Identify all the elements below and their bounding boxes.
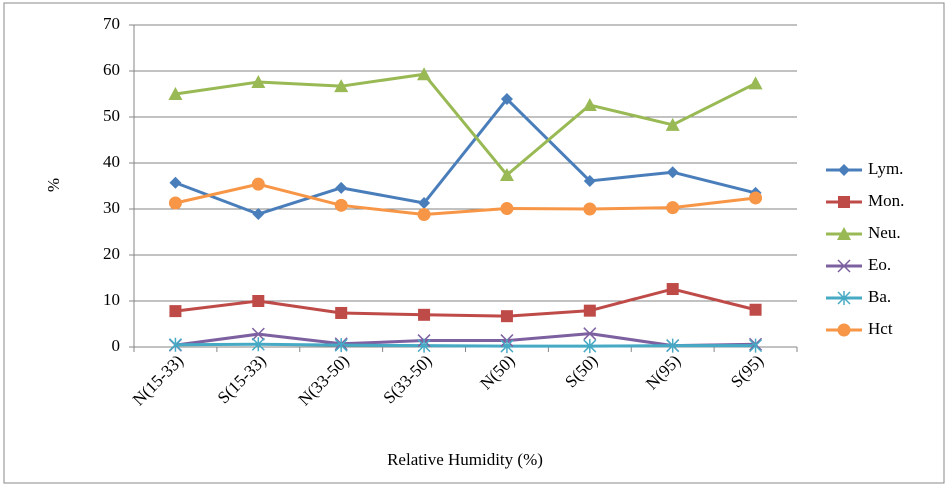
data-point xyxy=(583,339,597,354)
data-point xyxy=(335,181,348,194)
data-point xyxy=(666,283,679,296)
legend-label: Ba. xyxy=(868,287,891,306)
y-tick-label: 0 xyxy=(112,336,121,355)
data-point xyxy=(583,327,597,341)
data-point xyxy=(583,304,596,317)
legend-marker xyxy=(837,291,851,305)
data-point xyxy=(665,117,680,131)
y-tick-label: 20 xyxy=(103,244,120,263)
y-axis-label: % xyxy=(44,178,63,192)
data-point xyxy=(251,75,266,89)
data-point xyxy=(417,67,432,81)
data-point xyxy=(334,198,348,212)
x-axis-label: Relative Humidity (%) xyxy=(387,450,543,469)
data-point xyxy=(500,202,514,216)
data-point xyxy=(500,93,513,106)
data-point xyxy=(666,201,680,215)
data-point xyxy=(335,306,348,319)
legend-marker xyxy=(838,196,850,208)
series-line xyxy=(175,342,756,348)
legend-label: Mon. xyxy=(868,191,904,210)
data-point xyxy=(749,338,763,353)
data-point xyxy=(666,338,680,353)
data-point xyxy=(252,208,265,221)
series-line xyxy=(174,97,756,216)
data-point xyxy=(500,310,513,323)
data-point xyxy=(334,79,349,93)
y-tick-label: 40 xyxy=(103,152,120,171)
data-point xyxy=(334,338,348,353)
data-point xyxy=(500,339,514,354)
series-line xyxy=(175,332,756,348)
legend-label: Lym. xyxy=(868,159,903,178)
legend-label: Eo. xyxy=(868,255,891,274)
data-point xyxy=(748,76,763,90)
y-tick-label: 60 xyxy=(103,60,120,79)
y-tick-label: 70 xyxy=(103,14,120,33)
data-point xyxy=(417,208,431,222)
data-point xyxy=(749,191,763,205)
data-point xyxy=(417,338,431,353)
data-point xyxy=(418,197,431,210)
data-point xyxy=(666,166,679,179)
data-point xyxy=(169,176,182,189)
data-point xyxy=(168,196,182,210)
data-point xyxy=(168,87,183,100)
data-point xyxy=(749,303,762,316)
series-line xyxy=(175,182,756,217)
series-line xyxy=(175,287,756,318)
legend-marker xyxy=(837,227,851,240)
data-point xyxy=(251,177,265,191)
data-point xyxy=(252,295,265,307)
data-point xyxy=(418,308,431,321)
y-tick-label: 10 xyxy=(103,290,120,309)
legend-label: Hct xyxy=(868,319,893,338)
data-point xyxy=(251,327,265,341)
y-tick-label: 50 xyxy=(103,106,120,125)
y-tick-label: 30 xyxy=(103,198,120,217)
legend-marker xyxy=(838,164,850,176)
data-point xyxy=(582,98,597,112)
legend-label: Neu. xyxy=(868,223,901,242)
data-point xyxy=(168,337,182,352)
data-point xyxy=(499,167,514,181)
data-point xyxy=(251,337,265,352)
legend-marker xyxy=(837,323,851,337)
data-point xyxy=(583,202,597,216)
data-point xyxy=(583,174,596,187)
legend-marker xyxy=(837,259,851,273)
chart-border xyxy=(3,2,945,484)
data-point xyxy=(169,305,182,318)
series-line xyxy=(175,72,757,177)
